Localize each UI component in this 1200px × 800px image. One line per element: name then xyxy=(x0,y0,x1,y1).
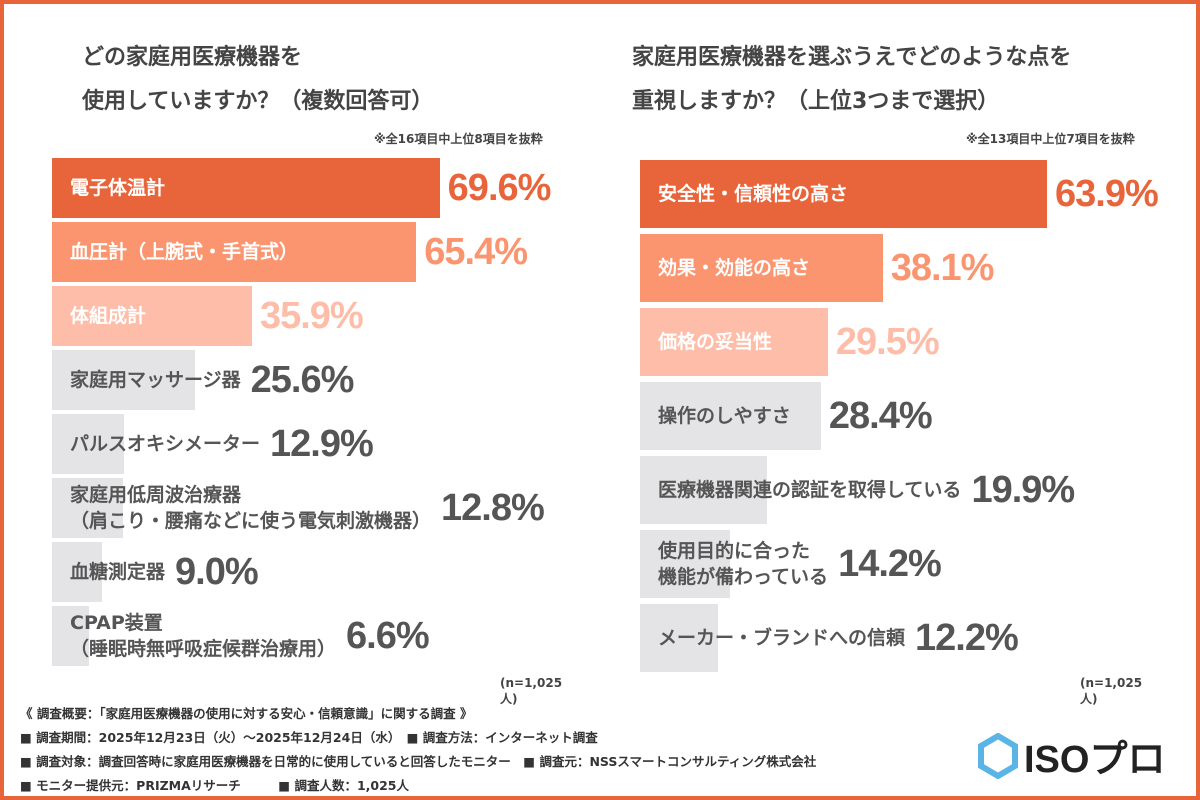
logo: ISOプロ xyxy=(978,728,1165,783)
value-label: 19.9% xyxy=(971,468,1075,511)
bar xyxy=(640,160,1048,228)
bar-label: 血糖測定器 xyxy=(70,561,166,583)
bar xyxy=(52,414,124,474)
chart-note: ※全13項目中上位7項目を抜粋 xyxy=(966,132,1135,146)
bar-row: 体組成計 35.9% xyxy=(52,286,364,346)
bar-row: 電子体温計 69.6% xyxy=(52,158,552,218)
bar-row: 使用目的に合った 機能が備わっている 14.2% xyxy=(640,530,942,598)
value-label: 6.6% xyxy=(346,614,430,657)
bar-row: 安全性・信頼性の高さ 63.9% xyxy=(640,160,1159,228)
value-label: 28.4% xyxy=(828,394,933,437)
bar-label: 家庭用低周波治療器 （肩こり・腰痛などに使う電気刺激機器） xyxy=(70,484,432,532)
bar xyxy=(640,530,731,598)
chart-title: どの家庭用医療機器を使用していますか？（複数回答可） xyxy=(82,36,433,124)
bar xyxy=(52,478,124,538)
bar-row: 家庭用低周波治療器 （肩こり・腰痛などに使う電気刺激機器） 12.8% xyxy=(52,478,545,538)
sample-size: (n=1,025人) xyxy=(1080,676,1143,706)
bar-row: 医療機器関連の認証を取得している 19.9% xyxy=(640,456,1075,524)
value-label: 29.5% xyxy=(835,320,940,363)
value-label: 69.6% xyxy=(447,166,552,209)
bar-label: メーカー・ブランドへの信頼 xyxy=(658,627,906,649)
title-line: 重視しますか？（上位3つまで選択） xyxy=(632,89,1000,114)
value-label: 25.6% xyxy=(250,358,355,401)
value-label: 12.2% xyxy=(915,616,1019,659)
bar-label: 価格の妥当性 xyxy=(658,331,773,353)
bar xyxy=(52,350,195,410)
bar-row: CPAP装置 （睡眠時無呼吸症候群治療用） 6.6% xyxy=(52,606,430,666)
bar-row: 家庭用マッサージ器 25.6% xyxy=(52,350,355,410)
value-label: 14.2% xyxy=(838,542,942,585)
bar-label: 電子体温計 xyxy=(70,177,166,199)
bar xyxy=(52,606,89,666)
bar-label: CPAP装置 （睡眠時無呼吸症候群治療用） xyxy=(70,612,337,660)
bar xyxy=(640,456,767,524)
chart-title: 家庭用医療機器を選ぶうえでどのような点を 重視しますか？（上位3つまで選択） xyxy=(632,36,1071,124)
bar-label: 効果・効能の高さ xyxy=(658,257,811,279)
bar xyxy=(52,542,103,602)
title-line: 使用していますか？（複数回答可） xyxy=(82,89,434,114)
bar xyxy=(640,308,828,376)
bar-label: 家庭用マッサージ器 xyxy=(70,369,241,391)
bar xyxy=(52,286,252,346)
bar-row: メーカー・ブランドへの信頼 12.2% xyxy=(640,604,1019,672)
bar-label: 操作のしやすさ xyxy=(658,405,791,427)
title-line: 家庭用医療機器を選ぶうえでどのような点を xyxy=(632,45,1072,70)
value-label: 38.1% xyxy=(890,246,995,289)
value-label: 9.0% xyxy=(175,550,259,593)
survey-line: ■ 調査期間：2025年12月23日（火）～2025年12月24日（水） ■ 調… xyxy=(20,730,598,745)
bar-label: パルスオキシメーター xyxy=(70,433,261,455)
title-line: どの家庭用医療機器を xyxy=(82,45,303,70)
survey-line: ■ 調査対象：調査回答時に家庭用医療機器を日常的に使用していると回答したモニター… xyxy=(20,754,817,769)
logo-text: ISOプロ xyxy=(1024,739,1166,781)
chart-note: ※全16項目中上位8項目を抜粋 xyxy=(374,132,543,146)
bar-row: 血糖測定器 9.0% xyxy=(52,542,259,602)
sample-size: (n=1,025人) xyxy=(500,676,563,706)
bar-row: 血圧計（上腕式・手首式） 65.4% xyxy=(52,222,528,282)
value-label: 35.9% xyxy=(259,294,364,337)
bar-label: 医療機器関連の認証を取得している xyxy=(658,479,962,501)
bar xyxy=(640,382,821,450)
hexagon-icon xyxy=(978,732,1018,779)
bar xyxy=(52,158,440,218)
survey-line: ■ モニター提供元：PRIZMAリサーチ ■ 調査人数：1,025人 xyxy=(20,778,409,793)
bar-label: 血圧計（上腕式・手首式） xyxy=(70,241,299,263)
bar-label: 使用目的に合った 機能が備わっている xyxy=(658,540,829,588)
bar-label: 体組成計 xyxy=(70,305,147,327)
bar xyxy=(52,222,417,282)
value-label: 63.9% xyxy=(1055,172,1159,215)
value-label: 65.4% xyxy=(424,230,528,273)
value-label: 12.9% xyxy=(270,422,374,465)
bar xyxy=(640,234,883,302)
bar-row: 価格の妥当性 29.5% xyxy=(640,308,940,376)
bar-row: 効果・効能の高さ 38.1% xyxy=(640,234,995,302)
bar-row: 操作のしやすさ 28.4% xyxy=(640,382,933,450)
value-label: 12.8% xyxy=(441,486,545,529)
bar-label: 安全性・信頼性の高さ xyxy=(658,183,849,205)
bar xyxy=(640,604,718,672)
bar-row: パルスオキシメーター 12.9% xyxy=(52,414,374,474)
survey-heading: 《 調査概要：「家庭用医療機器の使用に対する安心・信頼意識」に関する調査 》 xyxy=(20,706,473,721)
